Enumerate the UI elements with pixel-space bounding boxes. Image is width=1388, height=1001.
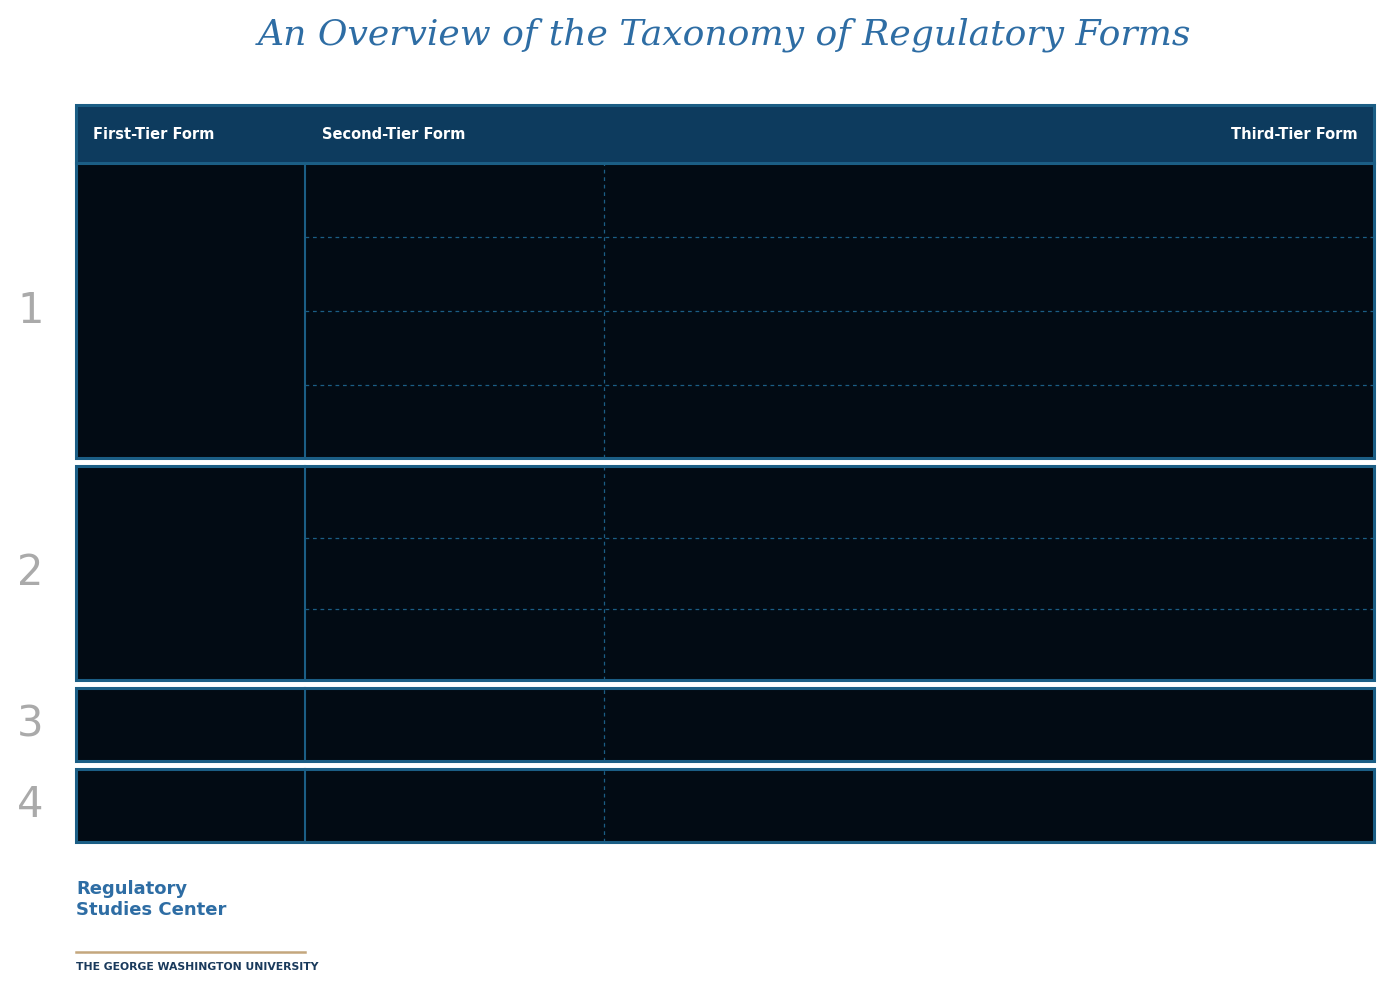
- Text: 4: 4: [17, 785, 44, 826]
- Bar: [76, 688, 1374, 761]
- Text: Second-Tier Form: Second-Tier Form: [322, 127, 465, 141]
- Text: 2: 2: [17, 553, 44, 594]
- Bar: [76, 105, 1374, 163]
- Bar: [76, 466, 1374, 680]
- Text: 1: 1: [17, 290, 44, 331]
- Text: THE GEORGE WASHINGTON UNIVERSITY: THE GEORGE WASHINGTON UNIVERSITY: [76, 962, 319, 972]
- Text: First-Tier Form: First-Tier Form: [93, 127, 214, 141]
- Text: An Overview of the Taxonomy of Regulatory Forms: An Overview of the Taxonomy of Regulator…: [258, 18, 1191, 52]
- Text: 3: 3: [17, 704, 44, 745]
- Text: Third-Tier Form: Third-Tier Form: [1231, 127, 1357, 141]
- Bar: [76, 163, 1374, 458]
- Bar: [76, 769, 1374, 842]
- Text: Regulatory
Studies Center: Regulatory Studies Center: [76, 880, 226, 919]
